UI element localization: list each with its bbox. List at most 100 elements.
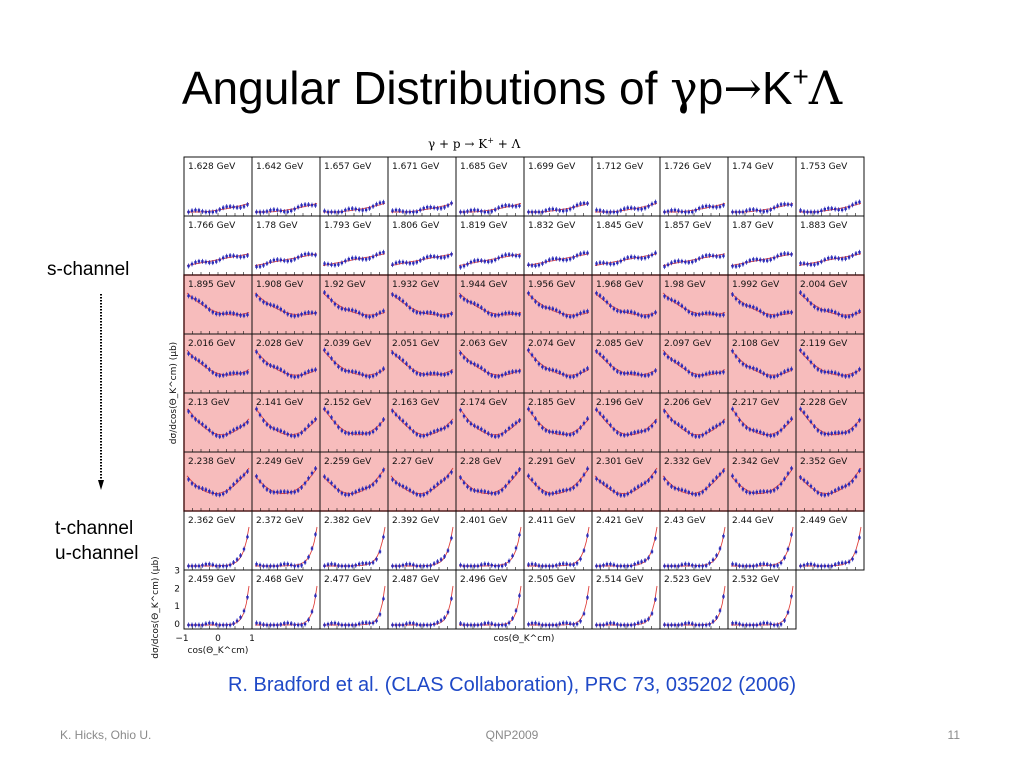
data-point	[806, 481, 809, 485]
energy-label: 1.806 GeV	[392, 221, 440, 231]
data-point	[333, 485, 337, 488]
data-point	[847, 482, 851, 486]
energy-label: 2.27 GeV	[392, 457, 434, 467]
data-point	[221, 374, 225, 377]
data-point	[439, 480, 443, 483]
data-point	[211, 491, 215, 495]
plot-title: γ + p → K+ + Λ	[428, 136, 521, 151]
data-point	[211, 431, 215, 435]
data-point	[647, 255, 650, 258]
data-point	[326, 563, 330, 566]
data-point	[684, 307, 687, 311]
data-point	[518, 419, 521, 422]
data-point	[530, 353, 534, 357]
data-point	[799, 262, 802, 265]
data-point	[633, 371, 636, 375]
data-point	[708, 205, 711, 208]
data-point	[337, 425, 340, 429]
data-point	[561, 562, 565, 565]
data-point	[851, 373, 854, 376]
data-point	[530, 562, 534, 566]
data-point	[640, 373, 643, 377]
data-point	[296, 314, 300, 317]
data-point	[187, 294, 190, 298]
fit-curve	[526, 292, 590, 316]
data-point	[412, 622, 415, 625]
data-point	[820, 260, 823, 263]
data-point	[279, 623, 283, 626]
fit-curve	[731, 585, 794, 626]
data-point	[738, 210, 741, 214]
data-point	[283, 622, 286, 625]
data-point	[854, 475, 858, 478]
data-point	[419, 623, 422, 627]
data-point	[293, 207, 296, 211]
data-point	[330, 299, 333, 302]
data-point	[235, 426, 239, 430]
data-point	[629, 255, 633, 259]
data-point	[490, 313, 493, 317]
data-point	[432, 206, 436, 209]
data-point	[283, 490, 286, 493]
data-point	[276, 564, 279, 568]
data-point	[711, 312, 715, 315]
data-point	[851, 203, 854, 207]
fit-curve	[390, 467, 454, 494]
data-point	[772, 564, 776, 568]
data-point	[215, 260, 218, 263]
data-point	[368, 562, 371, 565]
data-point	[827, 564, 830, 568]
data-point	[443, 315, 446, 318]
data-point	[677, 487, 680, 491]
data-point	[394, 623, 398, 627]
data-point	[565, 488, 568, 492]
data-point	[333, 263, 337, 267]
data-point	[558, 622, 561, 626]
data-point	[408, 366, 412, 369]
data-point	[701, 623, 704, 627]
data-point	[612, 622, 616, 625]
data-point	[228, 372, 232, 375]
data-point	[375, 372, 378, 376]
data-point	[412, 210, 415, 214]
data-point	[466, 564, 469, 568]
data-point	[598, 623, 602, 627]
data-point	[514, 546, 518, 550]
data-point	[364, 258, 368, 261]
s-channel-label: s-channel	[47, 259, 130, 280]
data-point	[255, 621, 258, 625]
data-point	[806, 356, 809, 359]
data-point	[830, 256, 833, 259]
data-point	[351, 432, 354, 435]
data-point	[769, 490, 772, 493]
data-point	[565, 314, 568, 318]
data-point	[462, 298, 466, 301]
data-point	[201, 564, 204, 567]
data-point	[677, 623, 680, 627]
data-point	[527, 407, 530, 411]
data-point	[541, 210, 544, 214]
data-point	[314, 418, 317, 421]
data-point	[827, 432, 830, 436]
data-point	[820, 370, 823, 373]
fit-curve	[255, 585, 318, 626]
data-point	[187, 410, 190, 413]
data-point	[734, 621, 738, 625]
data-point	[232, 483, 235, 486]
fit-curve	[527, 202, 590, 213]
data-point	[745, 564, 748, 568]
data-point	[286, 621, 289, 625]
data-point	[398, 623, 401, 627]
data-point	[351, 256, 354, 260]
data-point	[307, 370, 310, 373]
data-point	[330, 210, 333, 214]
data-point	[790, 533, 793, 536]
data-point	[572, 623, 575, 626]
data-point	[731, 349, 734, 353]
data-point	[715, 476, 718, 479]
data-point	[307, 311, 310, 314]
data-point	[734, 413, 738, 416]
data-point	[300, 431, 303, 434]
data-point	[340, 623, 344, 627]
data-point	[734, 210, 738, 214]
